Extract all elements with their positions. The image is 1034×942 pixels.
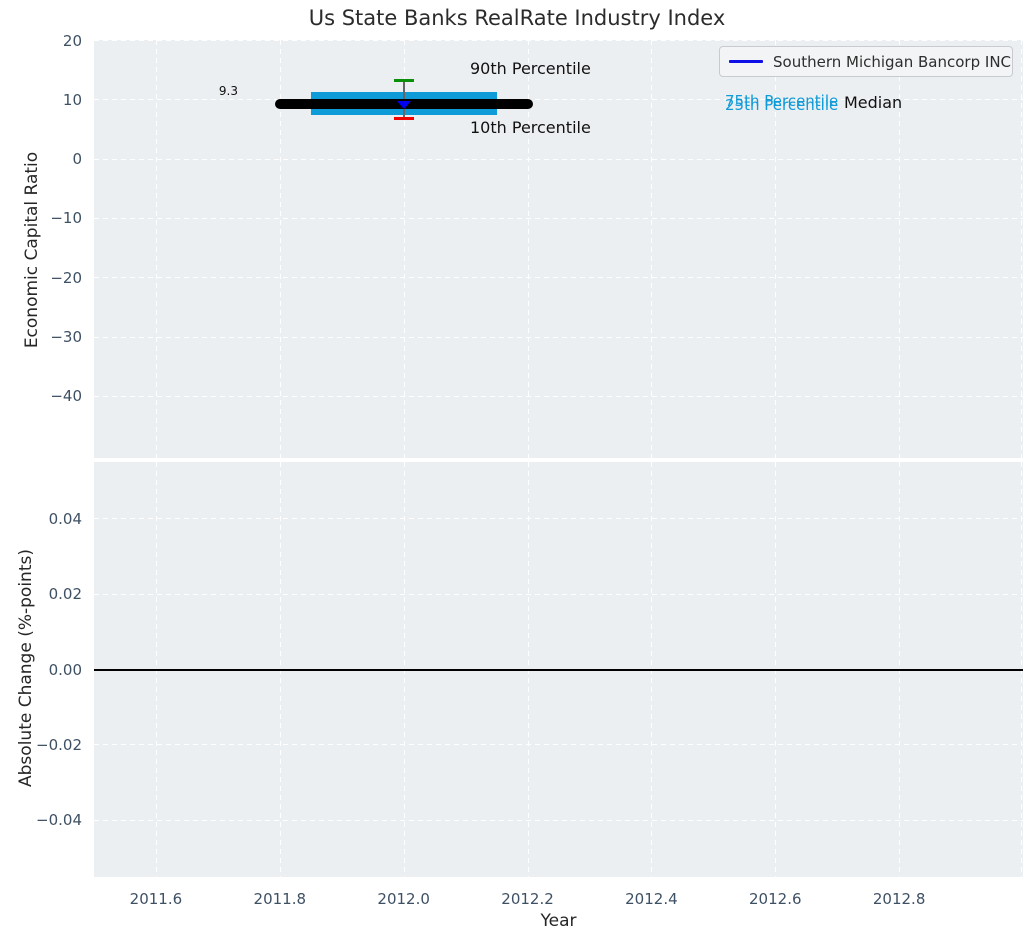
gridline-horizontal	[94, 819, 1023, 821]
annotation-p25-label: 25th Percentile	[725, 96, 839, 114]
gridline-vertical	[651, 40, 653, 458]
top-axes: 90th Percentile 10th Percentile 9.3 75th Pe…	[94, 40, 1023, 458]
annotation-p90-label: 90th Percentile	[470, 59, 591, 78]
y-tick-label: 10	[62, 90, 82, 109]
company-marker	[396, 101, 411, 110]
x-tick-label: 2012.6	[749, 890, 802, 908]
y-tick-label: 0.00	[48, 660, 82, 679]
gridline-horizontal	[94, 99, 1023, 101]
gridline-vertical	[1021, 40, 1022, 458]
gridline-vertical	[279, 40, 281, 458]
y-tick-label: −40	[50, 387, 82, 406]
legend: Southern Michigan Bancorp INC	[719, 46, 1013, 77]
gridline-vertical	[527, 40, 529, 458]
y-axis-label-top: Economic Capital Ratio	[22, 151, 42, 349]
gridline-horizontal	[94, 395, 1023, 397]
legend-label: Southern Michigan Bancorp INC	[773, 52, 1012, 71]
gridline-horizontal	[94, 744, 1023, 746]
y-tick-label: −0.02	[36, 735, 82, 754]
gridline-horizontal	[94, 277, 1023, 279]
gridline-horizontal	[94, 336, 1023, 338]
x-tick-label: 2012.8	[872, 890, 926, 908]
x-tick-label: 2011.8	[253, 890, 307, 908]
gridline-vertical	[155, 40, 157, 458]
gridline-vertical	[775, 40, 777, 458]
y-tick-label: −0.04	[36, 811, 82, 830]
gridline-vertical	[403, 40, 405, 458]
annotation-value-label: 9.3	[218, 84, 238, 98]
zero-line	[94, 668, 1023, 671]
gridline-horizontal	[94, 158, 1023, 160]
y-tick-label: 20	[62, 31, 82, 50]
x-tick-label: 2011.6	[129, 890, 183, 908]
gridline-horizontal	[94, 40, 1023, 42]
annotation-p75-label: 75th Percentile	[725, 92, 839, 110]
legend-line-sample	[729, 60, 763, 63]
y-tick-label: −30	[50, 328, 82, 347]
y-tick-label: 0.02	[48, 585, 82, 604]
annotation-median-label: Median	[844, 93, 903, 112]
y-tick-label: 0	[72, 150, 82, 169]
y-tick-label: 0.04	[48, 509, 82, 528]
x-tick-label: 2012.2	[501, 890, 554, 908]
gridline-horizontal	[94, 518, 1023, 520]
gridline-horizontal	[94, 217, 1023, 219]
annotation-p10-label: 10th Percentile	[470, 118, 591, 137]
p90-cap	[393, 78, 414, 82]
x-tick-label: 2012.0	[377, 890, 430, 908]
y-tick-label: −10	[50, 209, 82, 228]
bottom-axes	[94, 462, 1023, 877]
x-tick-label: 2012.4	[625, 890, 678, 908]
y-tick-label: −20	[50, 268, 82, 287]
x-axis-label: Year	[540, 911, 577, 931]
gridline-vertical	[899, 40, 901, 458]
p10-cap	[393, 117, 414, 121]
chart-title: Us State Banks RealRate Industry Index	[308, 6, 726, 30]
gridline-horizontal	[94, 593, 1023, 595]
